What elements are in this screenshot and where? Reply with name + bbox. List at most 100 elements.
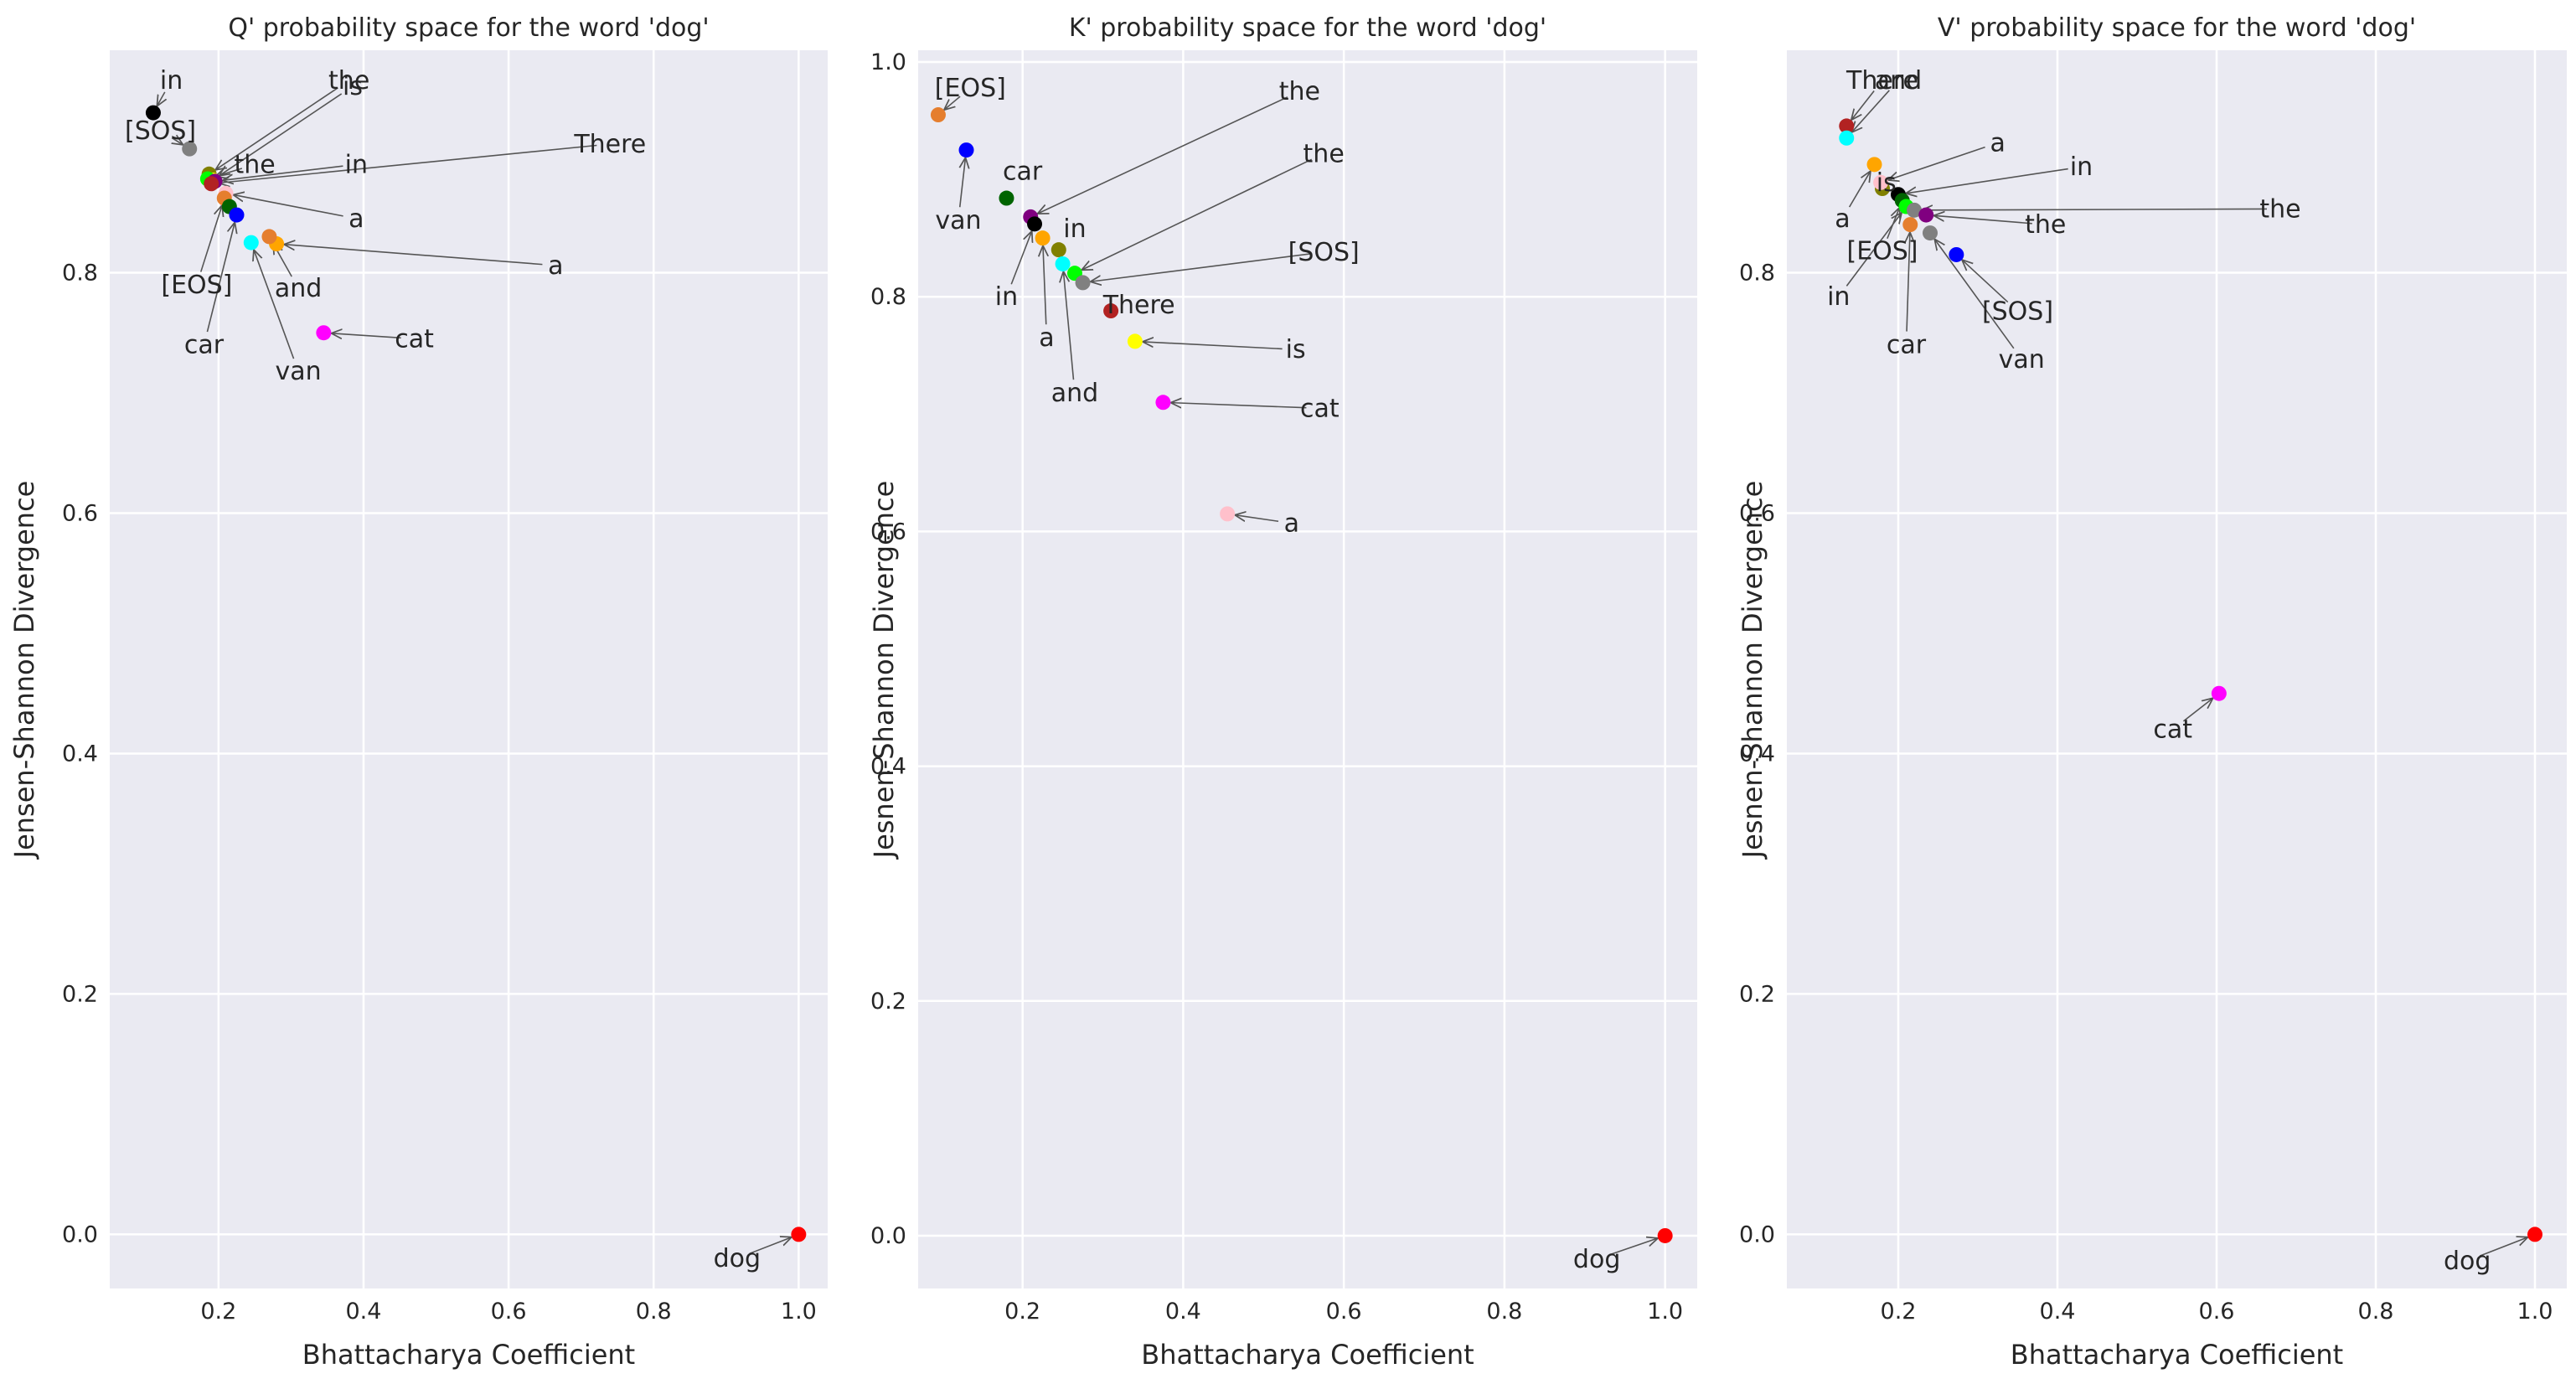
x-tick-label: 1.0: [1647, 1299, 1683, 1325]
point-label: is: [1286, 335, 1306, 364]
point-label: in: [160, 66, 183, 96]
data-point: [229, 207, 245, 223]
point-label: [EOS]: [161, 271, 232, 300]
x-tick-label: 1.0: [2517, 1299, 2553, 1325]
data-point: [1127, 333, 1143, 349]
data-point: [1027, 216, 1043, 232]
point-label: There: [1846, 66, 1918, 96]
point-label: the: [328, 66, 369, 96]
point-label: the: [1279, 77, 1320, 106]
annotation-arrow: [157, 91, 164, 106]
point-label: There: [1102, 291, 1175, 320]
data-point: [1873, 174, 1889, 190]
y-axis-label: Jesnen-Shannon Divergence: [868, 481, 900, 860]
annotation-arrow: [215, 87, 338, 170]
point-label: in: [345, 150, 368, 179]
point-label: [SOS]: [1288, 238, 1360, 267]
data-point: [145, 105, 161, 121]
subplot-v: Thereandaisain[EOS]incarthethevan[SOS]ca…: [1737, 13, 2567, 1371]
annotation-arrow: [206, 222, 235, 333]
x-tick-label: 0.4: [1165, 1299, 1201, 1325]
data-point: [2527, 1226, 2542, 1242]
point-label: [EOS]: [935, 74, 1006, 103]
y-tick-label: 1.0: [870, 49, 906, 75]
y-tick-label: 0.4: [870, 754, 906, 780]
y-tick-label: 0.8: [870, 284, 906, 310]
annotation-arrow: [1170, 403, 1307, 408]
annotation-arrow: [1235, 515, 1279, 523]
point-label: the: [2259, 194, 2300, 224]
point-label: in: [1063, 214, 1086, 244]
x-axis-label: Bhattacharya Coefficient: [302, 1339, 635, 1371]
data-point: [1035, 230, 1051, 246]
data-point: [2211, 685, 2227, 701]
plot-area: [918, 50, 1697, 1288]
x-tick-label: 0.8: [636, 1299, 672, 1325]
point-label: cat: [1300, 394, 1340, 423]
annotation-arrow: [1962, 260, 2009, 303]
data-point: [1839, 130, 1855, 146]
data-point: [261, 229, 277, 245]
data-point: [1923, 225, 1938, 241]
y-tick-label: 0.0: [1739, 1221, 1775, 1247]
data-point: [1220, 506, 1236, 522]
x-tick-label: 1.0: [781, 1299, 817, 1325]
x-tick-label: 0.6: [491, 1299, 527, 1325]
y-tick-label: 0.4: [62, 741, 98, 767]
annotation-arrow: [749, 1237, 792, 1255]
annotation-arrow: [1037, 96, 1288, 214]
data-point: [1918, 207, 1934, 223]
data-point: [1075, 275, 1091, 291]
point-label: a: [1990, 128, 2006, 158]
point-label: cat: [2153, 715, 2192, 745]
x-tick-label: 0.6: [2199, 1299, 2235, 1325]
x-tick-label: 0.8: [1486, 1299, 1522, 1325]
x-axis-label: Bhattacharya Coefficient: [2011, 1339, 2343, 1371]
point-label: car: [1003, 157, 1043, 186]
annotation-arrow: [1851, 90, 1890, 132]
point-label: a: [1039, 323, 1054, 353]
annotation-arrow: [1934, 239, 2015, 349]
annotation-arrow: [219, 93, 343, 176]
annotation-arrow: [944, 96, 961, 110]
point-label: and: [1051, 379, 1098, 408]
annotation-arrow: [233, 194, 343, 217]
y-tick-label: 0.4: [1739, 741, 1775, 767]
annotation-arrow: [1043, 245, 1046, 325]
y-tick-label: 0.2: [62, 981, 98, 1007]
point-label: dog: [1573, 1245, 1620, 1274]
x-tick-label: 0.4: [2040, 1299, 2076, 1325]
data-point: [204, 176, 219, 192]
y-tick-label: 0.2: [870, 989, 906, 1015]
annotation-arrow: [172, 138, 183, 145]
data-point: [243, 235, 259, 250]
y-tick-label: 0.6: [62, 500, 98, 526]
x-tick-label: 0.6: [1326, 1299, 1362, 1325]
point-label: dog: [714, 1244, 761, 1273]
annotation-arrow: [2182, 698, 2212, 722]
y-axis-label: Jesnen-Shannon Divergence: [1737, 481, 1768, 860]
point-label: a: [1835, 204, 1850, 234]
annotation-arrow: [284, 245, 543, 266]
point-label: van: [1999, 345, 2045, 374]
chart-title: Q' probability space for the word 'dog': [228, 13, 709, 43]
point-label: in: [2070, 152, 2093, 182]
annotation-arrow: [1143, 342, 1283, 350]
data-point: [1907, 202, 1922, 218]
point-label: in: [995, 282, 1018, 312]
annotation-arrow: [1933, 215, 2032, 225]
annotation-arrow: [331, 333, 401, 338]
subplot-k: [EOS]vancartheinainandthe[SOS]Thereiscat…: [868, 13, 1697, 1371]
data-point: [1055, 256, 1071, 271]
annotation-arrow: [219, 144, 597, 183]
x-axis-label: Bhattacharya Coefficient: [1141, 1339, 1474, 1371]
data-point: [1051, 242, 1066, 258]
point-label: the: [1303, 139, 1345, 168]
annotation-arrow: [1082, 158, 1313, 270]
point-label: is: [1877, 168, 1897, 198]
point-label: a: [548, 251, 563, 281]
data-point: [1866, 157, 1882, 173]
annotation-arrow: [254, 250, 295, 359]
